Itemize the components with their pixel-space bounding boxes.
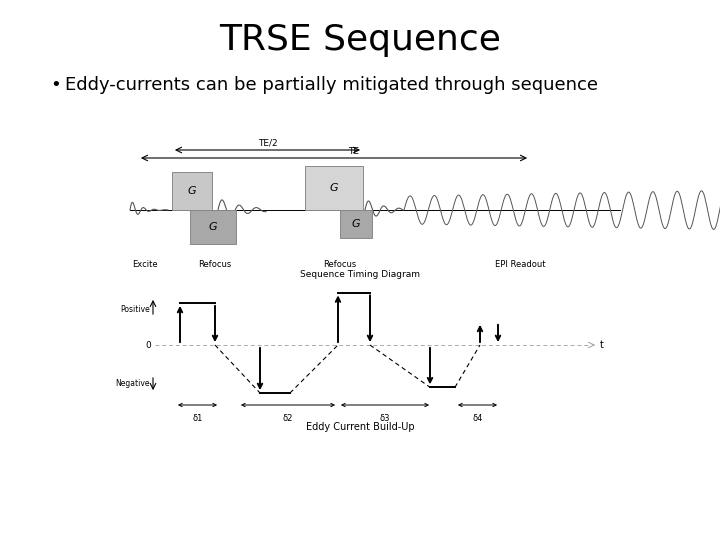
Text: Negative: Negative — [115, 379, 150, 388]
Text: Refocus: Refocus — [199, 260, 232, 269]
Text: TE: TE — [348, 147, 359, 156]
Text: Excite: Excite — [132, 260, 158, 269]
Bar — [190, 210, 236, 244]
Text: t: t — [600, 340, 604, 350]
Text: G: G — [330, 183, 338, 193]
Text: EPI Readout: EPI Readout — [495, 260, 545, 269]
Text: G: G — [188, 186, 197, 196]
Text: G: G — [209, 222, 217, 232]
Text: δ2: δ2 — [283, 414, 293, 423]
Text: Eddy Current Build-Up: Eddy Current Build-Up — [306, 422, 414, 432]
Text: TE/2: TE/2 — [258, 138, 277, 147]
Text: 0: 0 — [145, 341, 151, 349]
Text: Sequence Timing Diagram: Sequence Timing Diagram — [300, 270, 420, 279]
Text: δ4: δ4 — [472, 414, 482, 423]
Text: •: • — [50, 76, 60, 94]
Text: Refocus: Refocus — [323, 260, 356, 269]
Bar — [305, 166, 363, 210]
Text: δ1: δ1 — [192, 414, 203, 423]
Text: Eddy-currents can be partially mitigated through sequence: Eddy-currents can be partially mitigated… — [65, 76, 598, 94]
Bar — [340, 210, 372, 238]
Text: TRSE Sequence: TRSE Sequence — [219, 23, 501, 57]
Text: G: G — [351, 219, 360, 229]
Text: Positive: Positive — [120, 305, 150, 314]
Text: δ3: δ3 — [379, 414, 390, 423]
Bar — [172, 172, 212, 210]
